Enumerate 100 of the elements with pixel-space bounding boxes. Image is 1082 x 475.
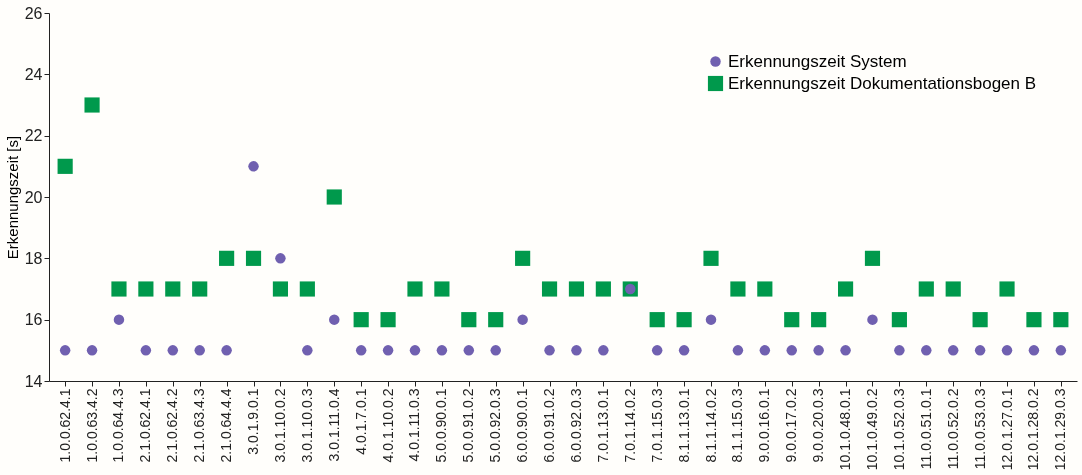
point: [999, 281, 1015, 297]
point: [138, 281, 154, 297]
point: [703, 250, 719, 266]
point: [918, 281, 934, 297]
point: [165, 281, 181, 297]
point: [974, 345, 986, 356]
x-tick-label: 3.0.1.10.0.3: [298, 388, 315, 463]
point: [111, 281, 127, 297]
x-tick-label: 9.0.0.16.0.1: [756, 388, 773, 463]
point: [867, 314, 878, 325]
point: [353, 312, 369, 328]
point: [113, 314, 125, 325]
x-tick-label: 3.0.1.10.0.2: [271, 388, 288, 463]
point: [248, 161, 259, 172]
y-tick-label: 24: [24, 65, 43, 83]
y-tick-label: 26: [24, 4, 43, 22]
point: [864, 250, 881, 266]
point: [1026, 312, 1042, 328]
point: [299, 281, 315, 297]
point: [945, 281, 961, 297]
point: [568, 281, 585, 297]
x-tick-label: 4.0.1.7.0.1: [352, 388, 369, 455]
legend-label: Erkennungszeit Dokumentationsbogen B: [728, 73, 1037, 93]
x-tick-label: 5.0.0.91.0.2: [460, 388, 477, 463]
x-tick-label: 6.0.0.91.0.2: [541, 388, 558, 463]
point: [891, 312, 907, 328]
x-tick-label: 2.1.0.62.4.1: [137, 388, 154, 463]
x-tick-label: 2.1.0.62.4.2: [164, 388, 181, 463]
point: [649, 312, 665, 328]
y-tick-label: 20: [24, 188, 43, 206]
x-tick-label: 12.0.1.29.0.3: [1052, 388, 1069, 471]
point: [302, 345, 313, 356]
point: [544, 345, 555, 356]
point: [571, 345, 582, 356]
point: [167, 345, 179, 356]
point: [86, 345, 98, 356]
point: [436, 345, 448, 356]
point: [730, 281, 746, 297]
point: [409, 345, 421, 356]
y-tick-label: 22: [24, 127, 43, 145]
x-tick-label: 10.1.0.49.0.2: [863, 388, 880, 471]
x-tick-label: 8.1.1.14.0.2: [702, 388, 719, 463]
point: [811, 312, 827, 328]
point: [194, 345, 205, 356]
x-tick-label: 7.0.1.13.0.1: [594, 388, 611, 463]
x-tick-label: 5.0.0.90.0.1: [433, 388, 450, 463]
point: [705, 314, 717, 325]
y-tick-label: 16: [24, 311, 43, 329]
point: [326, 189, 342, 205]
point: [972, 312, 988, 328]
point: [757, 281, 773, 297]
point: [786, 345, 797, 356]
x-tick-label: 7.0.1.15.0.3: [648, 388, 665, 463]
point: [380, 312, 396, 328]
x-tick-label: 2.1.0.64.4.4: [218, 388, 235, 463]
point: [275, 253, 286, 264]
point: [813, 345, 824, 356]
point: [1053, 312, 1069, 328]
x-tick-label: 3.0.1.11.0.4: [325, 388, 342, 462]
x-tick-label: 11.0.0.53.0.3: [971, 388, 988, 470]
point: [382, 345, 394, 356]
point: [759, 345, 771, 356]
y-axis-title: Erkennungszeit [s]: [3, 135, 21, 260]
point: [598, 345, 609, 356]
point: [517, 314, 528, 325]
point: [1028, 345, 1040, 356]
point: [461, 312, 477, 328]
point: [676, 312, 692, 328]
point: [329, 314, 340, 325]
point: [84, 97, 100, 113]
x-tick-label: 4.0.1.10.0.2: [379, 388, 396, 463]
point: [463, 345, 475, 356]
x-tick-label: 7.0.1.14.0.2: [621, 388, 638, 463]
x-tick-label: 10.1.0.48.0.1: [837, 388, 854, 471]
point: [1001, 345, 1013, 356]
point: [515, 250, 531, 266]
y-tick-label: 18: [24, 249, 43, 267]
point: [192, 281, 208, 297]
x-tick-label: 8.1.1.13.0.1: [675, 388, 692, 463]
x-tick-label: 1.0.0.63.4.2: [83, 388, 100, 463]
point: [57, 158, 73, 174]
x-tick-label: 12.0.1.28.0.2: [1025, 388, 1042, 471]
point: [947, 345, 959, 356]
point: [488, 312, 504, 328]
point: [140, 345, 152, 356]
point: [894, 345, 905, 356]
x-tick-label: 8.1.1.15.0.3: [729, 388, 746, 463]
point: [245, 250, 262, 266]
point: [678, 345, 690, 356]
point: [407, 281, 423, 297]
x-tick-label: 3.0.1.9.0.1: [245, 388, 262, 455]
point: [595, 281, 611, 297]
x-tick-label: 10.1.0.52.0.3: [890, 388, 907, 471]
point: [434, 281, 450, 297]
x-tick-label: 6.0.0.90.0.1: [514, 388, 531, 463]
y-tick-label: 14: [24, 372, 43, 390]
point: [1055, 345, 1067, 356]
point: [219, 250, 235, 266]
legend-label: Erkennungszeit System: [728, 51, 907, 71]
x-tick-label: 6.0.0.92.0.3: [567, 388, 584, 463]
